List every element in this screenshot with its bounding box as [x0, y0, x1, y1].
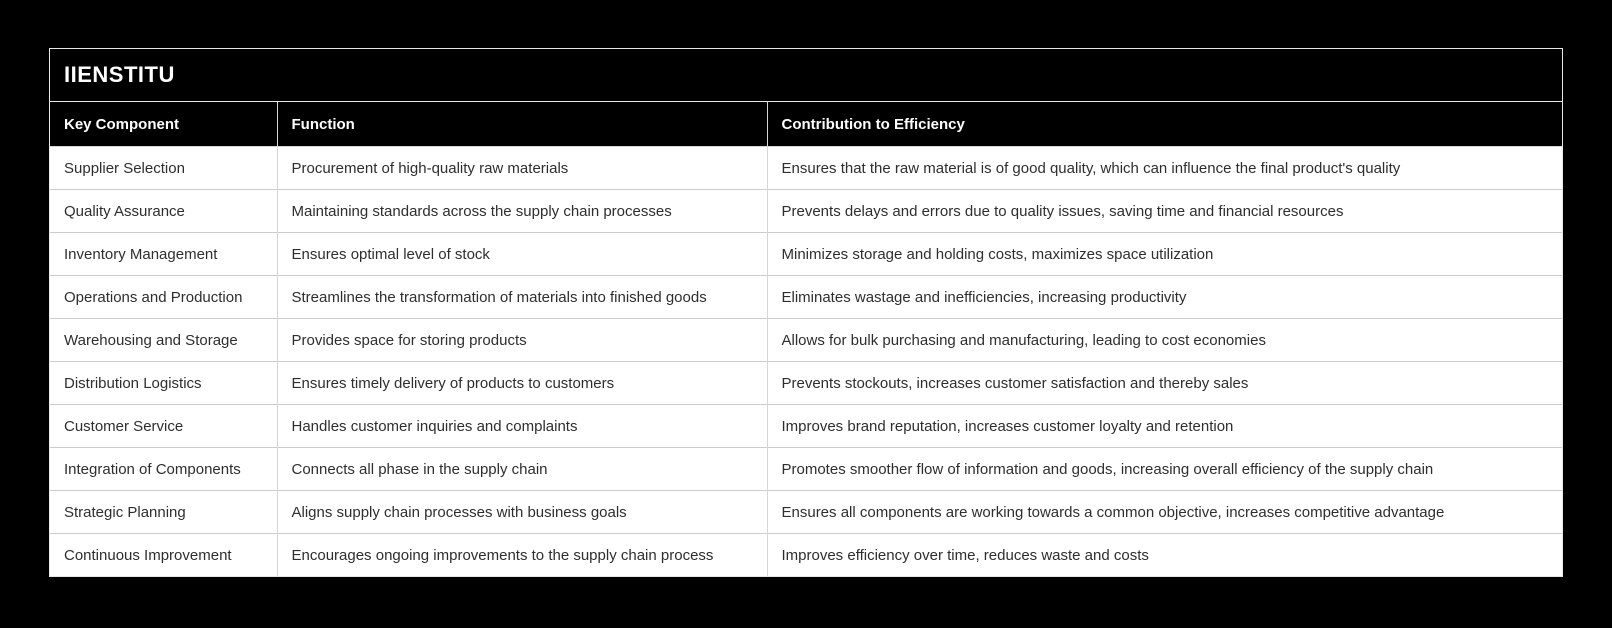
- column-header-key-component: Key Component: [50, 102, 277, 147]
- cell-function: Streamlines the transformation of materi…: [276, 275, 767, 319]
- table-card: IIENSTITU Key Component Function Contrib…: [49, 48, 1563, 577]
- cell-function: Aligns supply chain processes with busin…: [276, 490, 767, 534]
- cell-component: Customer Service: [50, 404, 277, 448]
- cell-component: Quality Assurance: [50, 189, 277, 233]
- cell-component: Inventory Management: [50, 232, 277, 276]
- table-header: Key Component Function Contribution to E…: [50, 102, 1562, 147]
- table-row: Quality Assurance Maintaining standards …: [50, 189, 1562, 233]
- cell-function: Ensures timely delivery of products to c…: [276, 361, 767, 405]
- cell-contribution: Improves brand reputation, increases cus…: [766, 404, 1562, 448]
- cell-function: Encourages ongoing improvements to the s…: [276, 533, 767, 576]
- cell-contribution: Eliminates wastage and inefficiencies, i…: [766, 275, 1562, 319]
- cell-component: Distribution Logistics: [50, 361, 277, 405]
- table-row: Continuous Improvement Encourages ongoin…: [50, 533, 1562, 576]
- cell-contribution: Improves efficiency over time, reduces w…: [766, 533, 1562, 576]
- cell-component: Strategic Planning: [50, 490, 277, 534]
- table-body: Supplier Selection Procurement of high-q…: [50, 146, 1562, 576]
- cell-component: Supplier Selection: [50, 146, 277, 190]
- cell-contribution: Minimizes storage and holding costs, max…: [766, 232, 1562, 276]
- cell-contribution: Allows for bulk purchasing and manufactu…: [766, 318, 1562, 362]
- table-row: Inventory Management Ensures optimal lev…: [50, 232, 1562, 276]
- cell-contribution: Ensures that the raw material is of good…: [766, 146, 1562, 190]
- cell-function: Provides space for storing products: [276, 318, 767, 362]
- cell-function: Procurement of high-quality raw material…: [276, 146, 767, 190]
- cell-function: Connects all phase in the supply chain: [276, 447, 767, 491]
- cell-component: Integration of Components: [50, 447, 277, 491]
- cell-component: Warehousing and Storage: [50, 318, 277, 362]
- table-row: Distribution Logistics Ensures timely de…: [50, 361, 1562, 405]
- table-row: Strategic Planning Aligns supply chain p…: [50, 490, 1562, 534]
- cell-function: Handles customer inquiries and complaint…: [276, 404, 767, 448]
- table-row: Operations and Production Streamlines th…: [50, 275, 1562, 319]
- brand-band: IIENSTITU: [50, 49, 1562, 102]
- column-header-function: Function: [276, 102, 767, 147]
- table-row: Customer Service Handles customer inquir…: [50, 404, 1562, 448]
- cell-contribution: Promotes smoother flow of information an…: [766, 447, 1562, 491]
- cell-function: Ensures optimal level of stock: [276, 232, 767, 276]
- cell-contribution: Prevents stockouts, increases customer s…: [766, 361, 1562, 405]
- table-row: Integration of Components Connects all p…: [50, 447, 1562, 491]
- cell-contribution: Ensures all components are working towar…: [766, 490, 1562, 534]
- cell-function: Maintaining standards across the supply …: [276, 189, 767, 233]
- column-header-contribution: Contribution to Efficiency: [766, 102, 1562, 147]
- header-row: Key Component Function Contribution to E…: [50, 102, 1562, 147]
- supply-chain-table: Key Component Function Contribution to E…: [50, 102, 1562, 576]
- table-row: Warehousing and Storage Provides space f…: [50, 318, 1562, 362]
- brand-logo-text: IIENSTITU: [64, 62, 175, 87]
- cell-component: Continuous Improvement: [50, 533, 277, 576]
- cell-component: Operations and Production: [50, 275, 277, 319]
- cell-contribution: Prevents delays and errors due to qualit…: [766, 189, 1562, 233]
- table-row: Supplier Selection Procurement of high-q…: [50, 146, 1562, 190]
